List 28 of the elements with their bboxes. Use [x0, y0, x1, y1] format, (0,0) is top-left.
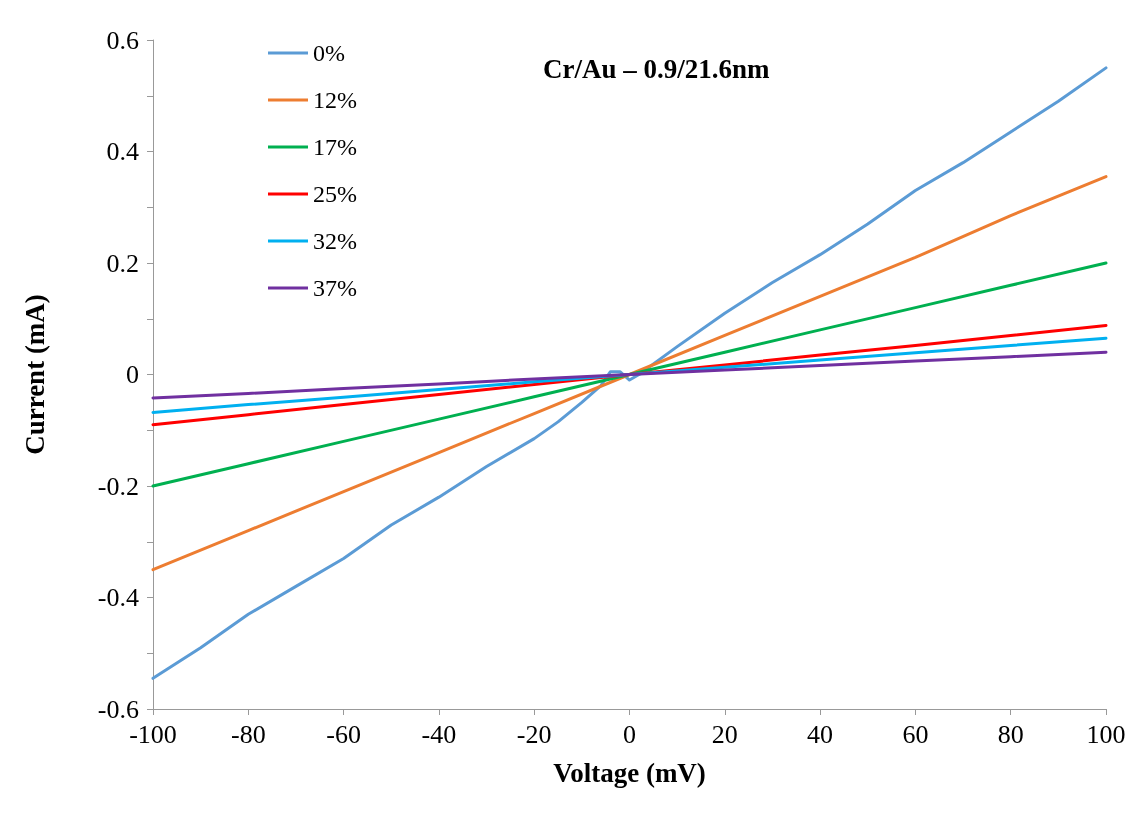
legend-label: 0% — [313, 40, 345, 66]
legend-label: 17% — [313, 134, 357, 160]
line-series — [151, 350, 1108, 400]
y-tick-label: 0.2 — [106, 248, 139, 278]
y-tick-label: -0.2 — [97, 471, 139, 501]
legend-label: 25% — [313, 181, 357, 207]
y-tick-label: -0.4 — [97, 583, 139, 612]
y-axis-title: Current (mA) — [19, 294, 50, 455]
x-tick-label: 100 — [1086, 719, 1126, 749]
line-series — [151, 175, 1108, 572]
y-tick-label: 0.6 — [106, 25, 139, 55]
x-tick-label: 20 — [711, 719, 738, 749]
y-tick-label: 0.4 — [106, 137, 139, 166]
text: Cr/Au – 0.9/21.6nm — [543, 53, 771, 84]
x-tick-label: -80 — [230, 719, 266, 749]
x-tick-label: 0 — [623, 719, 636, 749]
y-tick-label: 0 — [126, 360, 139, 389]
x-tick-label: 40 — [807, 719, 834, 749]
x-tick-label: -20 — [516, 719, 552, 749]
x-tick-label: -60 — [326, 719, 361, 749]
line-series — [151, 261, 1108, 488]
legend-label: 32% — [313, 228, 357, 254]
legend-label: 37% — [313, 275, 357, 301]
x-tick-label: 60 — [902, 719, 929, 749]
x-axis-title: Voltage (mV) — [553, 757, 706, 788]
x-tick-label: -40 — [421, 719, 457, 749]
legend-label: 12% — [313, 87, 357, 113]
x-tick-label: 80 — [997, 719, 1024, 749]
